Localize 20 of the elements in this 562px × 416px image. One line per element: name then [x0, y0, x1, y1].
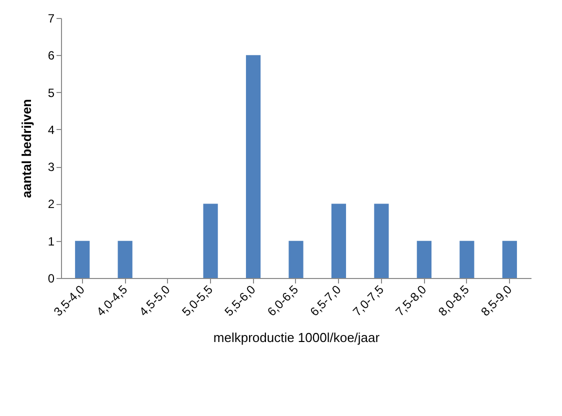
- y-tick-label: 6: [48, 48, 55, 63]
- y-tick-label: 7: [48, 12, 55, 26]
- bar: [246, 55, 261, 278]
- x-axis-title: melkproductie 1000l/koe/jaar: [213, 330, 380, 346]
- y-tick-label: 1: [48, 234, 55, 248]
- y-tick-label: 4: [48, 122, 55, 137]
- bar: [502, 240, 517, 278]
- bar: [416, 240, 432, 278]
- y-tick-label: 3: [48, 160, 55, 174]
- y-tick-label: 2: [48, 197, 55, 212]
- bar: [331, 204, 346, 278]
- y-tick-label: 5: [48, 86, 55, 100]
- y-tick-label: 0: [48, 272, 55, 286]
- bar: [374, 204, 389, 278]
- bar: [203, 204, 218, 278]
- bar: [288, 240, 304, 278]
- y-axis-title: aantal bedrijven: [18, 98, 34, 198]
- bar: [118, 240, 132, 278]
- bar: [460, 240, 474, 278]
- bar: [75, 240, 90, 278]
